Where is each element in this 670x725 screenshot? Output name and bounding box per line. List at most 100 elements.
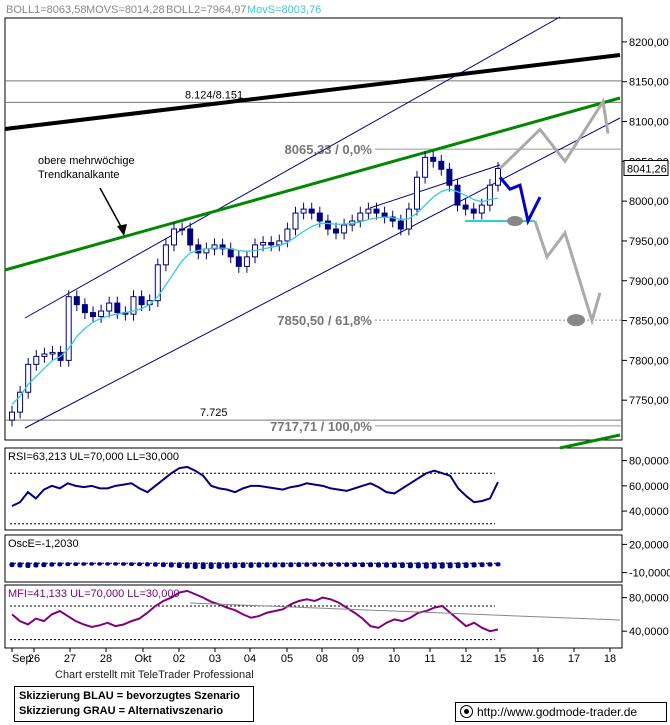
osc-bar	[121, 562, 127, 566]
osc-bar	[431, 562, 437, 569]
x-tick-label: Sep	[12, 653, 32, 665]
last-price-box	[623, 159, 669, 176]
osc-bar	[168, 562, 174, 568]
osc-bar	[256, 562, 262, 568]
osc-bar	[176, 562, 182, 569]
support-label: 7.725	[200, 407, 228, 419]
osc-bar	[328, 562, 334, 567]
osc-bar	[288, 562, 294, 568]
scenario-legend: Skizzierung BLAU = bevorzugtes Szenario …	[14, 686, 254, 722]
candle-body	[179, 228, 186, 231]
candle-body	[365, 208, 372, 214]
candle-body	[357, 212, 364, 222]
osc-bar	[495, 562, 501, 567]
osc-bar	[113, 562, 119, 566]
copyright-icon	[460, 705, 473, 718]
chart-credit: Chart erstellt mit TeleTrader Profession…	[55, 669, 254, 681]
long-term-trendline	[4, 53, 621, 131]
fib-618-label: 7850,50 / 61,8%	[277, 313, 372, 328]
source-url: http://www.godmode-trader.de	[477, 705, 638, 719]
y-tick-label: 8200,00	[629, 37, 669, 49]
candle-body	[41, 353, 48, 357]
candle-body	[33, 355, 40, 365]
candle-body	[341, 224, 348, 234]
x-tick-label: 27	[64, 653, 76, 665]
candle-body	[187, 228, 194, 246]
candle-body	[438, 160, 445, 170]
osc-bar	[352, 562, 358, 567]
y-tick-label: 8100,00	[629, 117, 669, 129]
x-tick-label: 17	[568, 653, 580, 665]
legend-gray-scenario: Skizzierung GRAU = Alternativszenario	[19, 705, 224, 717]
osc-bar	[439, 562, 445, 569]
mfi-line	[11, 589, 499, 633]
y-tick-label: 7800,00	[629, 355, 669, 367]
resistance-zone-label: 8.124/8.151	[185, 89, 243, 101]
osc-y-tick-label: 20,0000	[629, 539, 669, 551]
osc-bar	[136, 562, 142, 567]
osc-bar	[200, 562, 206, 570]
target-marker-2	[567, 314, 585, 327]
x-tick-label: 08	[316, 653, 328, 665]
candle-body	[268, 242, 275, 246]
x-tick-label: 28	[100, 653, 112, 665]
candle-body	[389, 216, 396, 222]
osc-bar	[33, 562, 39, 568]
candle-body	[106, 302, 113, 312]
annotation-line1: obere mehrwöchige	[38, 155, 135, 167]
candle-body	[333, 228, 339, 234]
candle-body	[138, 296, 145, 306]
candle-body	[470, 208, 477, 214]
osc-bar	[232, 562, 238, 569]
osc-bar	[41, 562, 47, 568]
osc-bar	[105, 562, 111, 566]
legend-blue-scenario: Skizzierung BLAU = bevorzugtes Szenario	[19, 690, 240, 702]
header-movs: MOVS=8014,28	[86, 4, 165, 16]
osc-bar	[304, 562, 310, 567]
candle-body	[373, 208, 380, 214]
channel-mid-line	[369, 164, 501, 209]
candle-body	[276, 240, 283, 246]
osc-bar	[208, 562, 214, 569]
candle-body	[235, 256, 242, 267]
osc-bar	[471, 562, 477, 568]
candle-body	[414, 176, 420, 210]
candle-body	[114, 302, 121, 314]
mfi-y-tick-label: 40,0000	[629, 626, 669, 638]
candle-body	[284, 228, 291, 242]
x-tick-label: Okt	[134, 653, 151, 665]
channel-lower-line	[24, 117, 621, 429]
fib-100-label: 7717,71 / 100,0%	[270, 419, 372, 434]
candle-body	[292, 212, 299, 230]
header-boll1: BOLL1=8063,58	[6, 4, 86, 16]
rsi-title: RSI=63,213 UL=70,000 LL=30,000	[8, 451, 179, 463]
osc-bar	[455, 562, 461, 569]
mfi-title: MFI=41,133 UL=70,000 LL=30,000	[8, 588, 180, 600]
osc-bar	[296, 562, 302, 568]
osc-bar	[216, 562, 222, 569]
osc-bar	[280, 562, 286, 568]
annotation-arrow-shaft	[99, 187, 125, 233]
movs-line	[11, 188, 499, 405]
candle-body	[25, 363, 32, 393]
mfi-y-tick-label: 80,0000	[629, 593, 669, 605]
osc-bar	[399, 562, 405, 569]
osc-bar	[57, 562, 63, 567]
osc-bar	[73, 562, 79, 566]
header-movs2: MovS=8003,76	[247, 4, 321, 16]
candle-body	[73, 296, 80, 306]
osc-bar	[192, 562, 198, 569]
candle-body	[308, 208, 315, 214]
last-price-label: 8041,26	[627, 163, 667, 175]
candle-body	[486, 184, 493, 206]
lower-green-trendline	[559, 433, 621, 450]
candle-body	[324, 220, 331, 230]
x-tick-label: 04	[244, 653, 256, 665]
osc-bar	[144, 562, 150, 567]
source-link[interactable]: http://www.godmode-trader.de	[455, 702, 667, 722]
y-tick-label: 8150,00	[629, 77, 669, 89]
rsi-y-tick-label: 80,0000	[629, 456, 669, 468]
candle-body	[300, 208, 307, 214]
osc-bar	[320, 562, 326, 567]
osc-bar	[224, 562, 230, 569]
